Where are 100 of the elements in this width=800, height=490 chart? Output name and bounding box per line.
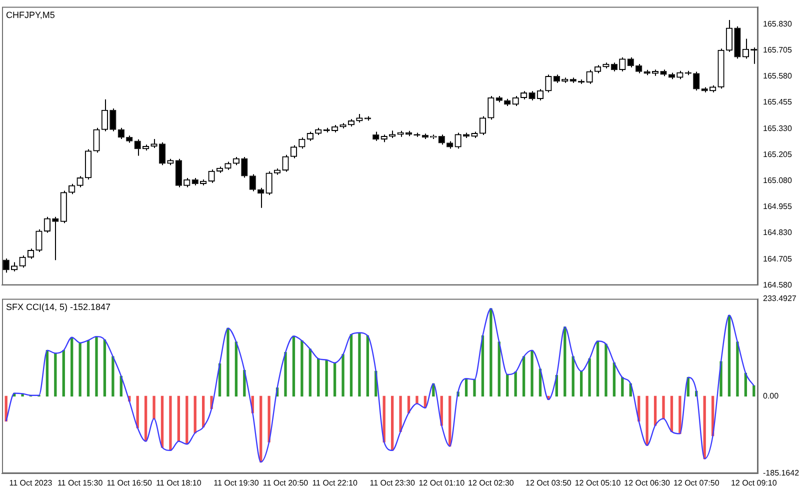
candlestick [266,170,272,196]
candlestick [2,258,10,274]
bar [448,396,452,447]
y-tick-label: 165.830 [763,19,792,28]
bar [564,326,566,397]
candlestick [258,187,264,208]
bar [333,362,336,397]
y-tick-label: 164.705 [763,254,792,264]
x-tick-label: 12 Oct 02:30 [468,478,514,488]
candlestick [488,95,494,120]
bar [292,336,296,397]
bar [112,356,114,397]
candlestick [175,158,182,188]
bar [662,396,665,420]
candlestick [619,56,626,72]
bar [103,340,106,397]
y-tick-label: 164.580 [763,280,792,290]
y-tick-label: -185.1642 [763,468,800,478]
y-tick-label: 165.455 [763,98,792,107]
bar [646,396,648,446]
bar [580,370,583,397]
bar [70,337,74,397]
chart-title: CHFJPY,M5 [6,10,55,20]
bar [78,342,82,397]
candlestick [134,138,141,156]
bar [144,396,148,442]
x-tick-label: 12 Oct 05:10 [574,478,622,488]
bar [490,308,492,397]
candlestick [282,154,289,172]
bar [46,350,49,397]
candlestick [306,131,314,142]
y-tick-label: 165.705 [763,45,792,54]
bar [202,396,205,428]
y-tick-label: 233.4927 [763,294,797,304]
candlestick [158,142,166,166]
bar [152,396,156,420]
y-tick-label: 165.080 [763,176,792,185]
candlestick [44,216,51,234]
bar [54,352,57,397]
candlestick [68,183,76,195]
x-tick-label: 11 Oct 2023 [9,478,53,488]
candlestick [536,88,544,101]
bar [342,354,344,397]
candlestick [586,69,593,84]
bar [514,372,517,397]
chart-title: SFX CCI(14, 5) -152.1847 [6,302,111,312]
bar [317,358,320,397]
x-tick-label: 11 Oct 18:10 [156,478,202,488]
candlestick [742,38,750,60]
bar [325,360,328,397]
x-tick-label: 12 Oct 06:30 [624,478,671,488]
bar [703,396,706,460]
candlestick [249,174,256,192]
candlestick [101,98,108,132]
bar [186,396,188,444]
y-tick-label: 165.330 [763,124,792,133]
x-tick-label: 11 Oct 19:30 [214,478,260,488]
bar [399,396,402,432]
bar [473,379,476,397]
bar [752,385,756,397]
candlestick [27,248,34,260]
candlestick [290,144,298,159]
x-tick-label: 12 Oct 01:10 [418,478,466,488]
bar [350,334,353,397]
candlestick [93,127,100,154]
bar [169,396,172,451]
bar [226,328,230,397]
x-tick-label: 12 Oct 03:50 [526,478,572,488]
candlestick [52,216,59,261]
bar [390,396,394,451]
bar [194,396,196,434]
candlestick [110,108,116,132]
x-tick-label: 11 Oct 23:30 [370,478,416,488]
y-tick-label: 164.955 [763,202,792,212]
bar [284,352,287,397]
bar [670,396,674,432]
candlestick [438,134,445,146]
candlestick [726,19,733,52]
y-tick-label: 164.830 [763,228,792,238]
bar [604,344,608,397]
candlestick [241,156,248,178]
bar [366,335,370,397]
x-tick-label: 12 Oct 09:10 [730,478,778,488]
x-tick-label: 11 Oct 15:30 [57,478,104,488]
bar [62,350,65,397]
bar [522,356,526,397]
candlestick [636,64,642,74]
bar [416,396,418,404]
candlestick [372,131,380,142]
bar [268,396,270,442]
bar [728,314,731,397]
candlestick [545,74,552,93]
x-tick-label: 12 Oct 07:50 [673,478,720,488]
bar [736,342,739,397]
y-tick-label: 0.00 [763,391,780,400]
candlestick [512,95,519,107]
candlestick [76,176,84,188]
bar [358,332,361,397]
candlestick [118,127,124,140]
candlestick [454,132,462,150]
